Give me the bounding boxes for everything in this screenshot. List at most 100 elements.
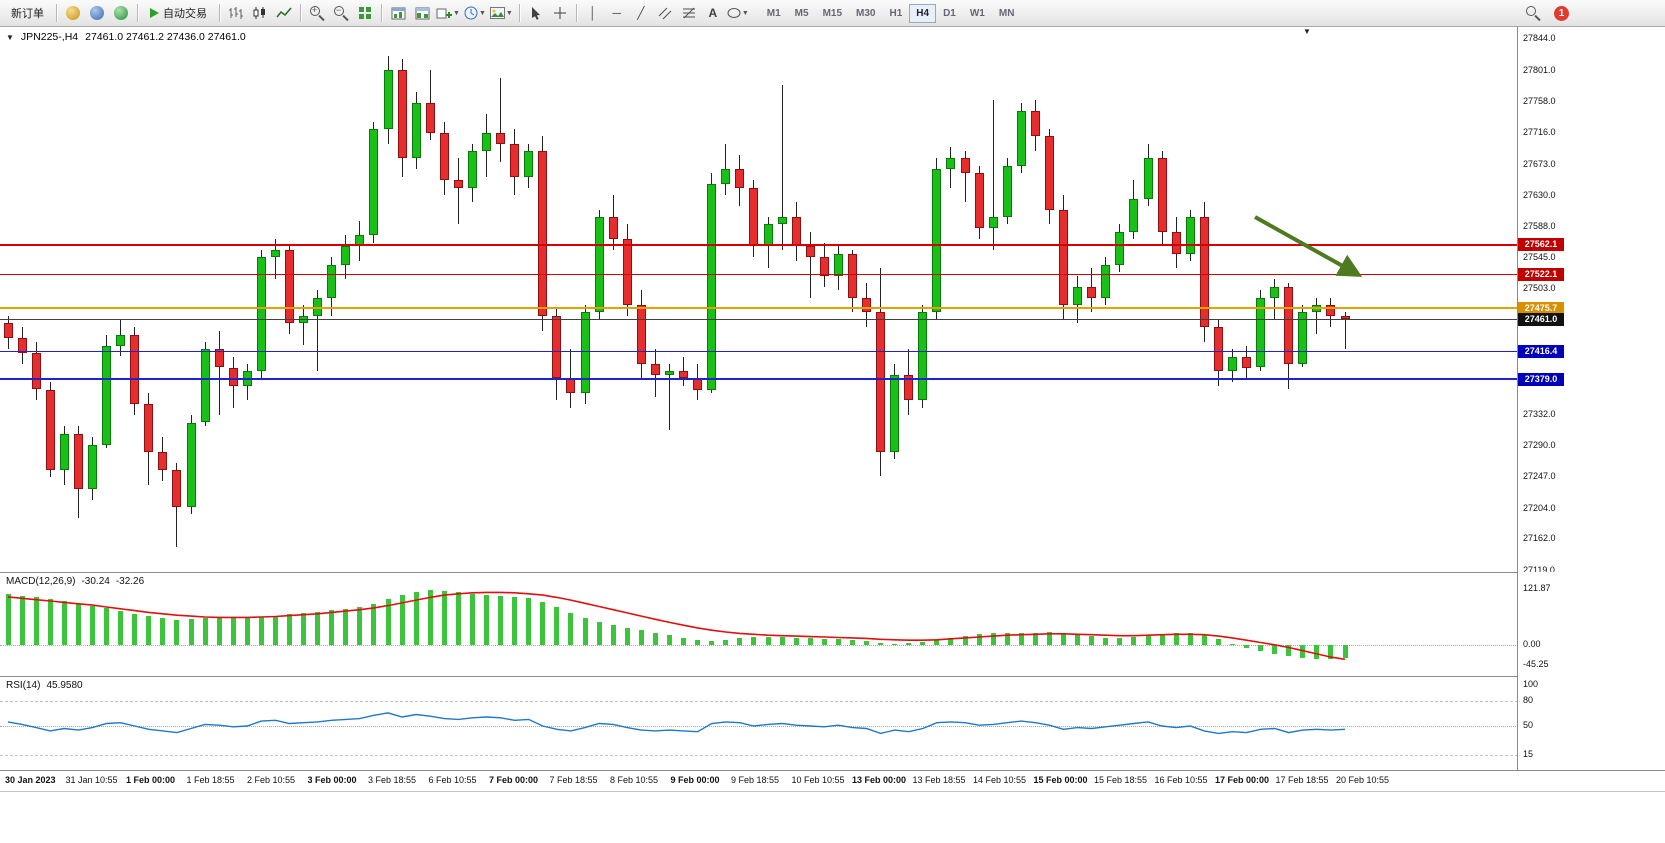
rsi-panel[interactable]: RSI(14) 45.9580 xyxy=(0,676,1518,770)
market-watch-icon[interactable] xyxy=(62,2,84,24)
timeframe-m1[interactable]: M1 xyxy=(766,7,781,19)
tile-horizontal-button[interactable] xyxy=(411,2,433,24)
candle xyxy=(31,352,41,390)
search-icon[interactable] xyxy=(1525,5,1542,22)
timeframe-m15[interactable]: M15 xyxy=(822,7,843,19)
time-axis[interactable]: 30 Jan 2023 31 Jan 10:55 1 Feb 00:00 1 Feb … xyxy=(0,770,1665,792)
timeframe-h4[interactable]: H4 xyxy=(909,3,937,23)
timeframe-mn[interactable]: MN xyxy=(998,7,1015,19)
time-axis-label: 15 Feb 18:55 xyxy=(1094,775,1148,785)
macd-bar xyxy=(723,639,729,645)
crosshair-tool-button[interactable] xyxy=(549,2,571,24)
candle xyxy=(1030,110,1040,137)
macd-bar xyxy=(737,638,743,645)
timeframe-h1[interactable]: H1 xyxy=(889,7,903,19)
macd-bar xyxy=(104,608,109,645)
macd-bar xyxy=(652,632,658,645)
price-level-line[interactable] xyxy=(0,243,1518,246)
auto-trading-label: 自动交易 xyxy=(163,8,207,20)
bar-chart-button[interactable] xyxy=(225,2,247,24)
candle-wick xyxy=(781,85,783,251)
candlestick-chart-button[interactable] xyxy=(249,2,271,24)
shapes-tool-button[interactable]: ▼ xyxy=(726,2,750,24)
rsi-label: RSI(14) 45.9580 xyxy=(6,680,83,691)
vertical-line-icon: │ xyxy=(589,6,597,20)
main-chart[interactable]: ▼ JPN225-,H4 27461.0 27461.2 27436.0 274… xyxy=(0,27,1518,572)
candle xyxy=(1087,286,1097,298)
macd-bar xyxy=(19,595,25,645)
horizontal-line-tool-button[interactable]: ─ xyxy=(606,2,628,24)
notification-badge[interactable]: 1 xyxy=(1554,5,1569,21)
market-watch-glyph xyxy=(66,6,80,20)
candle xyxy=(622,239,632,306)
navigator-icon[interactable] xyxy=(86,2,108,24)
candle xyxy=(805,246,815,258)
cascade-windows-button[interactable] xyxy=(387,2,409,24)
trendline-tool-button[interactable]: ╱ xyxy=(630,2,652,24)
time-axis-label: 1 Feb 18:55 xyxy=(186,775,235,785)
candle xyxy=(172,470,182,507)
macd-bar xyxy=(681,637,686,645)
new-order-button[interactable]: 新订单 xyxy=(4,2,51,24)
price-axis-label: 27503.0 xyxy=(1523,283,1556,294)
price-level-line[interactable] xyxy=(0,318,1518,320)
tile-windows-button[interactable] xyxy=(354,2,376,24)
candle xyxy=(1326,305,1336,317)
line-chart-button[interactable] xyxy=(273,2,295,24)
candle xyxy=(186,422,196,507)
price-level-line[interactable] xyxy=(0,273,1518,275)
price-level-line[interactable] xyxy=(0,378,1518,381)
line-chart-icon xyxy=(276,7,292,18)
price-level-line[interactable] xyxy=(0,307,1518,310)
zoom-in-button[interactable]: + xyxy=(306,2,328,24)
macd-bar xyxy=(484,595,489,645)
fibonacci-tool-button[interactable] xyxy=(678,2,700,24)
candle xyxy=(397,70,407,159)
collapse-icon[interactable]: ▼ xyxy=(6,32,14,42)
macd-bar xyxy=(427,590,433,645)
candle xyxy=(270,250,280,258)
price-axis[interactable]: 27844.0 27801.0 27758.0 27716.0 27673.0 27630… xyxy=(1518,27,1665,575)
rsi-axis: 100 80 50 15 xyxy=(1518,676,1665,770)
candle xyxy=(1115,231,1125,265)
candle xyxy=(791,217,801,247)
macd-bar xyxy=(1286,644,1292,657)
periods-button[interactable]: ▼ xyxy=(463,2,487,24)
macd-bar xyxy=(1244,644,1249,648)
chart-shift-marker[interactable]: ▼ xyxy=(1303,27,1311,36)
zoom-out-icon: − xyxy=(333,5,350,22)
price-level-line[interactable] xyxy=(0,351,1518,353)
terminal-icon[interactable] xyxy=(110,2,132,24)
zoom-out-button[interactable]: − xyxy=(330,2,352,24)
vertical-line-tool-button[interactable]: │ xyxy=(582,2,604,24)
timeframe-m30[interactable]: M30 xyxy=(856,7,876,19)
auto-trading-button[interactable]: 自动交易 xyxy=(143,2,214,24)
candle xyxy=(1129,198,1139,232)
rsi-line-layer xyxy=(7,712,1346,735)
macd-bar xyxy=(1187,633,1193,645)
candle xyxy=(383,70,393,129)
chevron-down-icon: ▼ xyxy=(453,9,460,17)
macd-bar xyxy=(61,601,67,645)
new-chart-button[interactable]: ▼ xyxy=(435,2,461,24)
time-axis-label: 2 Feb 10:55 xyxy=(247,775,296,785)
macd-bar xyxy=(455,591,461,645)
timeframe-w1[interactable]: W1 xyxy=(969,7,985,19)
timeframe-d1[interactable]: D1 xyxy=(943,7,956,19)
candle xyxy=(453,180,463,188)
snapshot-button[interactable]: ▼ xyxy=(489,2,514,24)
candle xyxy=(87,444,97,489)
candle xyxy=(1227,356,1237,372)
text-tool-button[interactable]: A xyxy=(702,2,724,24)
macd-label: MACD(12,26,9) -30.24 -32.26 xyxy=(6,576,144,587)
candle-wick xyxy=(992,99,994,250)
candle xyxy=(636,305,646,364)
channel-tool-button[interactable] xyxy=(654,2,676,24)
candle xyxy=(1101,264,1111,298)
timeframe-m5[interactable]: M5 xyxy=(794,7,809,19)
cursor-tool-button[interactable] xyxy=(525,2,547,24)
candle xyxy=(974,173,984,228)
candle xyxy=(1199,217,1209,328)
macd-panel[interactable]: MACD(12,26,9) -30.24 -32.26 xyxy=(0,572,1518,676)
toolbar-separator xyxy=(575,4,577,22)
